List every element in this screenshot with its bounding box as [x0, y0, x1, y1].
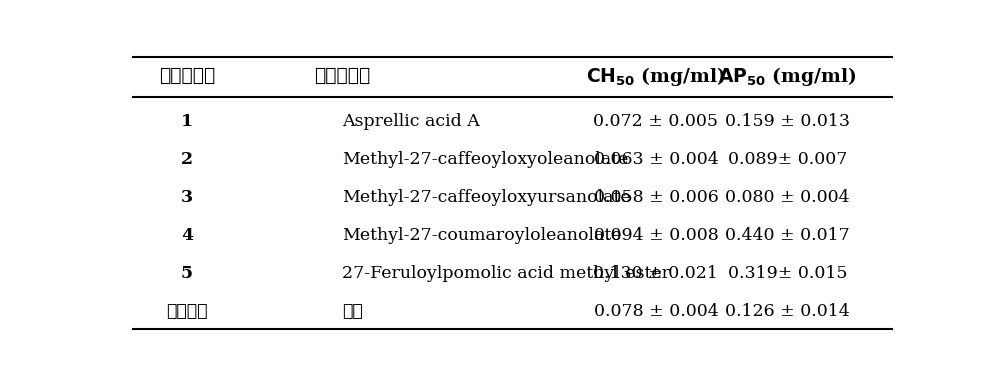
Text: 0.159 ± 0.013: 0.159 ± 0.013 — [725, 113, 850, 130]
Text: 4: 4 — [181, 227, 193, 244]
Text: 27-Feruloylpomolic acid methyl ester: 27-Feruloylpomolic acid methyl ester — [342, 265, 670, 282]
Text: Asprellic acid A: Asprellic acid A — [342, 113, 480, 130]
Text: $\mathbf{AP_{50}}$ (mg/ml): $\mathbf{AP_{50}}$ (mg/ml) — [718, 65, 857, 88]
Text: 0.063 ± 0.004: 0.063 ± 0.004 — [594, 151, 718, 168]
Text: 1: 1 — [181, 113, 193, 130]
Text: 5: 5 — [181, 265, 193, 282]
Text: Methyl-27-caffeoyloxyursanolate: Methyl-27-caffeoyloxyursanolate — [342, 189, 631, 206]
Text: 2: 2 — [181, 151, 193, 168]
Text: 阳性对照: 阳性对照 — [166, 302, 208, 319]
Text: 0.126 ± 0.014: 0.126 ± 0.014 — [725, 302, 850, 319]
Text: 0.089± 0.007: 0.089± 0.007 — [728, 151, 847, 168]
Text: Methyl-27-coumaroyloleanolate: Methyl-27-coumaroyloleanolate — [342, 227, 622, 244]
Text: 0.094 ± 0.008: 0.094 ± 0.008 — [594, 227, 718, 244]
Text: 化合物名称: 化合物名称 — [314, 67, 370, 85]
Text: 0.072 ± 0.005: 0.072 ± 0.005 — [593, 113, 718, 130]
Text: 0.130 ± 0.021: 0.130 ± 0.021 — [593, 265, 718, 282]
Text: 肝素: 肝素 — [342, 302, 363, 319]
Text: 0.319± 0.015: 0.319± 0.015 — [728, 265, 847, 282]
Text: 3: 3 — [181, 189, 193, 206]
Text: 0.440 ± 0.017: 0.440 ± 0.017 — [725, 227, 850, 244]
Text: 0.058 ± 0.006: 0.058 ± 0.006 — [594, 189, 718, 206]
Text: 0.080 ± 0.004: 0.080 ± 0.004 — [725, 189, 850, 206]
Text: 0.078 ± 0.004: 0.078 ± 0.004 — [594, 302, 718, 319]
Text: 化合物编号: 化合物编号 — [159, 67, 215, 85]
Text: Methyl-27-caffeoyloxyoleanolate: Methyl-27-caffeoyloxyoleanolate — [342, 151, 628, 168]
Text: $\mathbf{CH_{50}}$ (mg/ml): $\mathbf{CH_{50}}$ (mg/ml) — [586, 65, 726, 88]
